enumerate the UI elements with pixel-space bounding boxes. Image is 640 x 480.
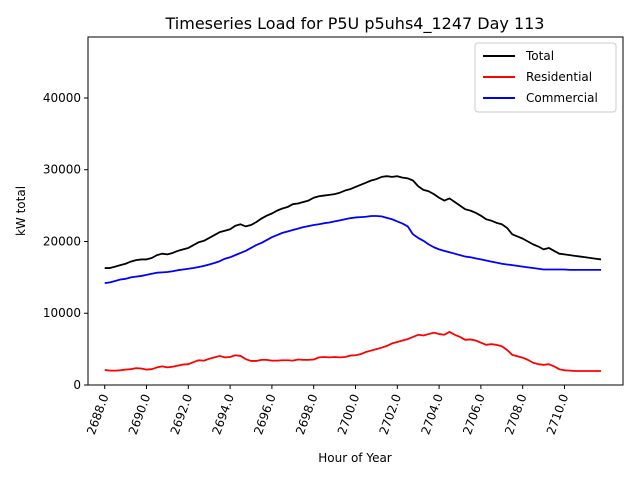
x-tick-label: 2690.0 (126, 392, 154, 436)
x-tick-label: 2706.0 (460, 392, 488, 436)
y-axis-label: kW total (14, 186, 28, 236)
series-line-commercial (104, 215, 602, 285)
x-tick-label: 2700.0 (335, 392, 363, 436)
plot-area-frame (87, 36, 624, 386)
legend-label-total: Total (525, 49, 554, 63)
y-tick-label: 0 (73, 378, 81, 392)
x-axis-ticks: 2688.0 2690.0 2692.0 2694.0 2696.0 2698.0 2700… (84, 385, 571, 436)
x-tick-label: 2702.0 (377, 392, 405, 436)
legend-box (474, 42, 617, 113)
series-line-residential (104, 330, 602, 372)
series-line-total (104, 175, 602, 269)
y-tick-label: 40000 (43, 91, 81, 105)
x-axis-label: Hour of Year (318, 451, 392, 465)
legend-label-residential: Residential (526, 70, 592, 84)
x-tick-label: 2704.0 (418, 392, 446, 436)
y-tick-label: 10000 (43, 306, 81, 320)
x-tick-label: 2710.0 (544, 392, 572, 436)
x-tick-label: 2696.0 (251, 392, 279, 436)
y-tick-label: 20000 (43, 234, 81, 248)
legend: Total Residential Commercial (474, 42, 617, 113)
x-tick-label: 2698.0 (293, 392, 321, 436)
y-axis-ticks: 0 10000 20000 30000 40000 (43, 91, 88, 392)
legend-label-commercial: Commercial (526, 91, 598, 105)
x-tick-label: 2688.0 (84, 392, 112, 436)
series-layer (104, 175, 602, 372)
y-tick-label: 30000 (43, 163, 81, 177)
x-tick-label: 2708.0 (502, 392, 530, 436)
chart-title: Timeseries Load for P5U p5uhs4_1247 Day … (165, 14, 545, 34)
x-tick-label: 2692.0 (168, 392, 196, 436)
x-tick-label: 2694.0 (209, 392, 237, 436)
